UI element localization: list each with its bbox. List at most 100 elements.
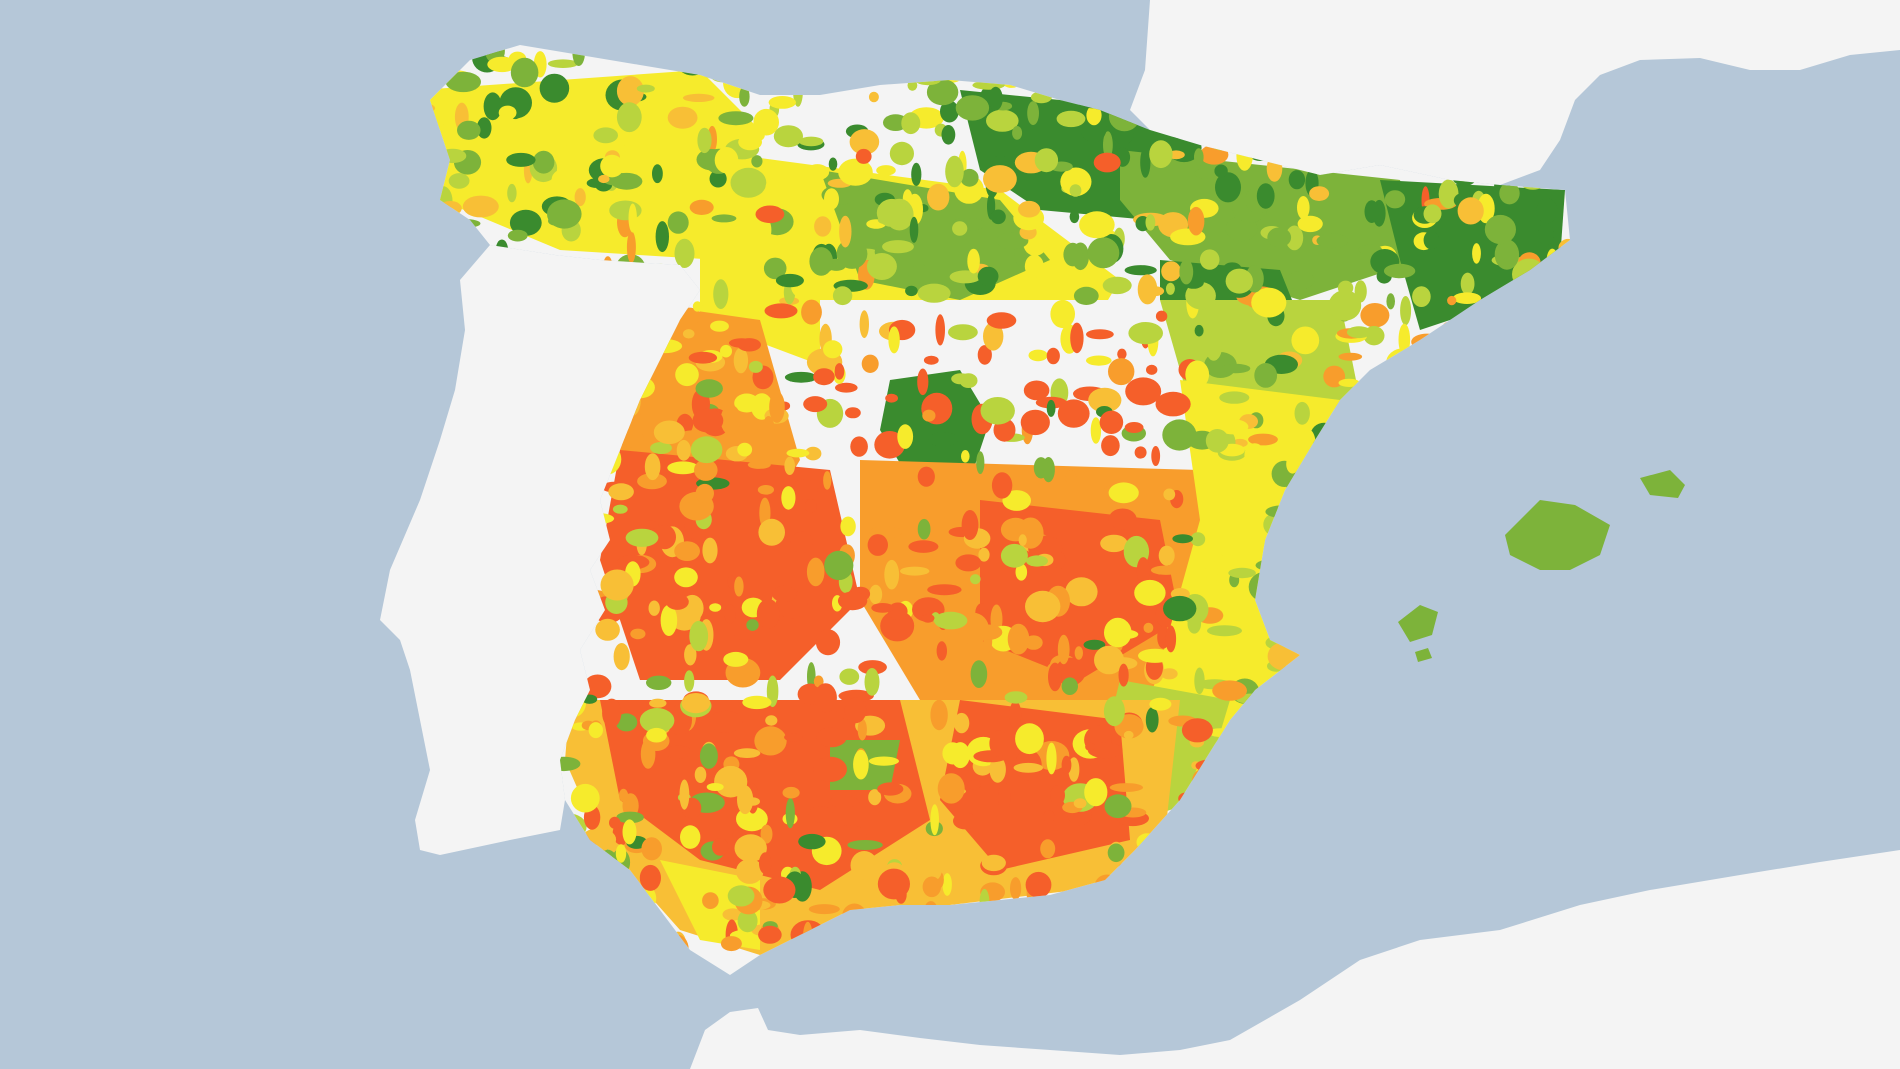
municipality-patch <box>1256 183 1275 209</box>
municipality-patch <box>989 730 1009 757</box>
municipality-patch <box>655 221 669 253</box>
landmass-portugal <box>380 245 700 855</box>
municipality-patch <box>483 92 502 121</box>
municipality-patch <box>1338 378 1360 387</box>
municipality-patch <box>861 354 879 373</box>
municipality-patch <box>714 765 748 798</box>
municipality-patch <box>708 710 743 733</box>
municipality-patch <box>1460 272 1475 295</box>
municipality-patch <box>874 431 905 459</box>
municipality-patch <box>988 86 1003 111</box>
municipality-patch <box>1194 667 1205 695</box>
municipality-patch <box>950 742 970 769</box>
municipality-patch <box>1010 877 1022 900</box>
municipality-patch <box>977 345 992 365</box>
municipality-patch <box>838 158 873 186</box>
municipality-patch <box>927 183 950 211</box>
municipality-patch <box>1023 380 1050 401</box>
municipality-patch <box>923 355 939 365</box>
municipality-patch <box>653 525 677 550</box>
municipality-patch <box>1484 214 1516 245</box>
municipality-patch <box>667 461 699 475</box>
municipality-patch <box>1158 545 1175 566</box>
municipality-patch <box>600 569 634 601</box>
municipality-patch <box>637 473 667 490</box>
municipality-patch <box>785 797 795 829</box>
municipality-patch <box>664 745 693 759</box>
municipality-patch <box>1136 557 1150 585</box>
municipality-patch <box>769 391 785 423</box>
municipality-patch <box>867 534 888 556</box>
municipality-patch <box>1073 798 1087 809</box>
municipality-patch <box>1494 239 1520 270</box>
municipality-patch <box>588 722 603 739</box>
municipality-patch <box>1061 677 1079 695</box>
municipality-patch <box>944 819 955 840</box>
municipality-patch <box>1145 214 1156 231</box>
municipality-patch <box>1499 182 1520 205</box>
municipality-patch <box>813 756 847 782</box>
municipality-patch <box>927 584 962 596</box>
municipality-patch <box>917 283 951 303</box>
municipality-patch <box>699 743 718 769</box>
municipality-patch <box>680 430 704 439</box>
municipality-patch <box>639 708 675 734</box>
municipality-patch <box>675 177 685 187</box>
municipality-patch <box>720 240 741 253</box>
municipality-patch <box>709 603 722 612</box>
municipality-patch <box>959 373 978 388</box>
municipality-patch <box>709 170 727 188</box>
municipality-patch <box>1212 680 1247 701</box>
municipality-patch <box>639 864 662 891</box>
municipality-patch <box>936 641 947 661</box>
municipality-patch <box>674 541 700 561</box>
municipality-patch <box>1297 215 1323 233</box>
municipality-patch <box>784 733 803 742</box>
municipality-patch <box>1009 700 1022 730</box>
municipality-patch <box>695 379 723 398</box>
municipality-patch <box>986 109 1019 132</box>
municipality-patch <box>897 424 914 449</box>
municipality-patch <box>754 726 787 756</box>
municipality-patch <box>694 766 707 783</box>
municipality-patch <box>1205 559 1218 584</box>
municipality-regions <box>430 45 1570 964</box>
municipality-patch <box>1309 186 1330 202</box>
municipality-patch <box>609 816 621 829</box>
municipality-patch <box>1013 762 1043 773</box>
municipality-patch <box>976 451 985 475</box>
municipality-patch <box>1165 282 1175 295</box>
municipality-patch <box>967 779 981 790</box>
municipality-patch <box>847 840 883 850</box>
municipality-patch <box>722 908 743 921</box>
municipality-patch <box>595 618 620 641</box>
municipality-patch <box>551 168 580 190</box>
municipality-patch <box>1100 534 1128 553</box>
municipality-patch <box>986 312 1017 329</box>
municipality-patch <box>835 382 858 393</box>
municipality-patch <box>824 188 839 210</box>
municipality-patch <box>753 108 779 136</box>
municipality-patch <box>689 199 714 215</box>
municipality-patch <box>1383 263 1416 279</box>
municipality-patch <box>1214 164 1228 178</box>
municipality-patch <box>1538 222 1554 246</box>
municipality-patch <box>1291 326 1320 355</box>
municipality-patch <box>1012 125 1023 140</box>
municipality-patch <box>1251 287 1287 318</box>
municipality-patch <box>953 812 978 830</box>
municipality-patch <box>1194 324 1204 337</box>
municipality-patch <box>798 833 826 850</box>
municipality-patch <box>1123 730 1134 740</box>
municipality-patch <box>713 279 729 309</box>
municipality-patch <box>850 436 868 457</box>
municipality-patch <box>674 238 695 268</box>
municipality-patch <box>773 125 804 148</box>
municipality-patch <box>558 143 591 172</box>
municipality-patch <box>823 340 843 359</box>
municipality-patch <box>1024 254 1044 278</box>
municipality-patch <box>742 695 772 710</box>
municipality-patch <box>990 209 1006 225</box>
municipality-patch <box>665 593 689 610</box>
municipality-patch <box>1043 810 1055 824</box>
